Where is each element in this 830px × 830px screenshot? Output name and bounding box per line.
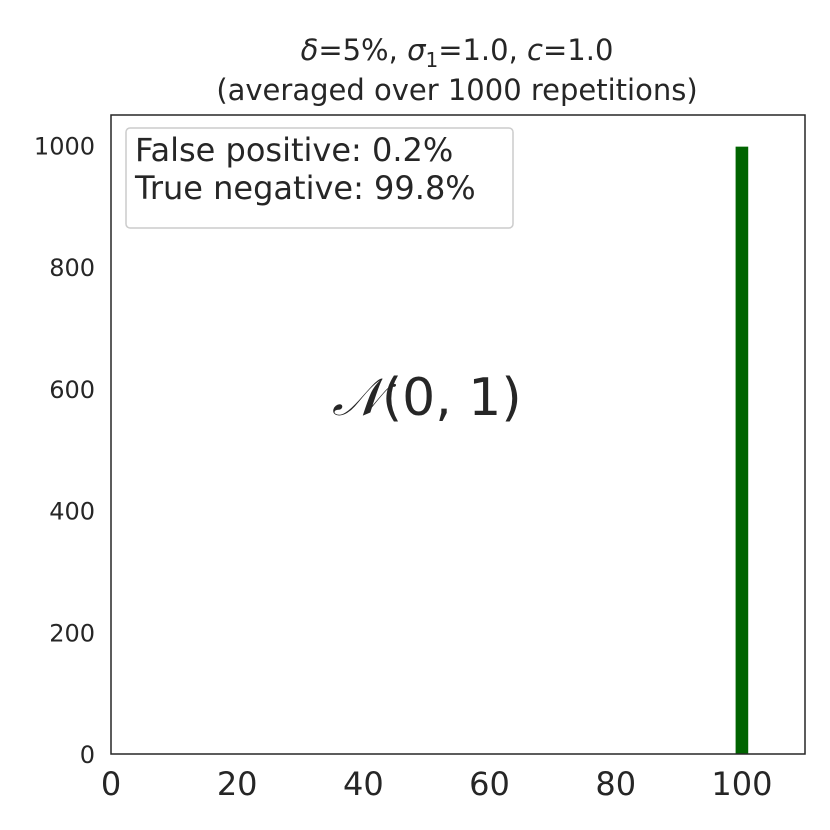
legend-box — [125, 127, 514, 229]
legend-line-false-positive: False positive: 0.2% — [135, 131, 453, 169]
x-tick-label: 0 — [101, 765, 121, 803]
legend-line-true-negative: True negative: 99.8% — [134, 169, 476, 207]
x-tick-label: 60 — [469, 765, 510, 803]
y-tick-label: 1000 — [34, 132, 95, 160]
legend: False positive: 0.2% True negative: 99.8… — [125, 127, 514, 229]
y-tick-label: 800 — [49, 254, 95, 282]
x-tick-label: 100 — [711, 765, 772, 803]
x-tick-label: 40 — [343, 765, 384, 803]
y-tick-label: 600 — [49, 376, 95, 404]
distribution-annotation: 𝒩(0, 1) — [332, 368, 522, 428]
chart-title: δ=5%, σ1=1.0, c=1.0 — [301, 33, 614, 72]
y-tick-label: 400 — [49, 498, 95, 526]
y-tick-label: 0 — [80, 741, 95, 769]
chart-subtitle: (averaged over 1000 repetitions) — [216, 73, 697, 107]
histogram-bar — [735, 146, 749, 754]
plot-frame — [110, 114, 806, 755]
y-tick-label: 200 — [49, 619, 95, 647]
bars-layer — [735, 146, 749, 754]
x-tick-label: 80 — [595, 765, 636, 803]
x-tick-label: 20 — [217, 765, 258, 803]
